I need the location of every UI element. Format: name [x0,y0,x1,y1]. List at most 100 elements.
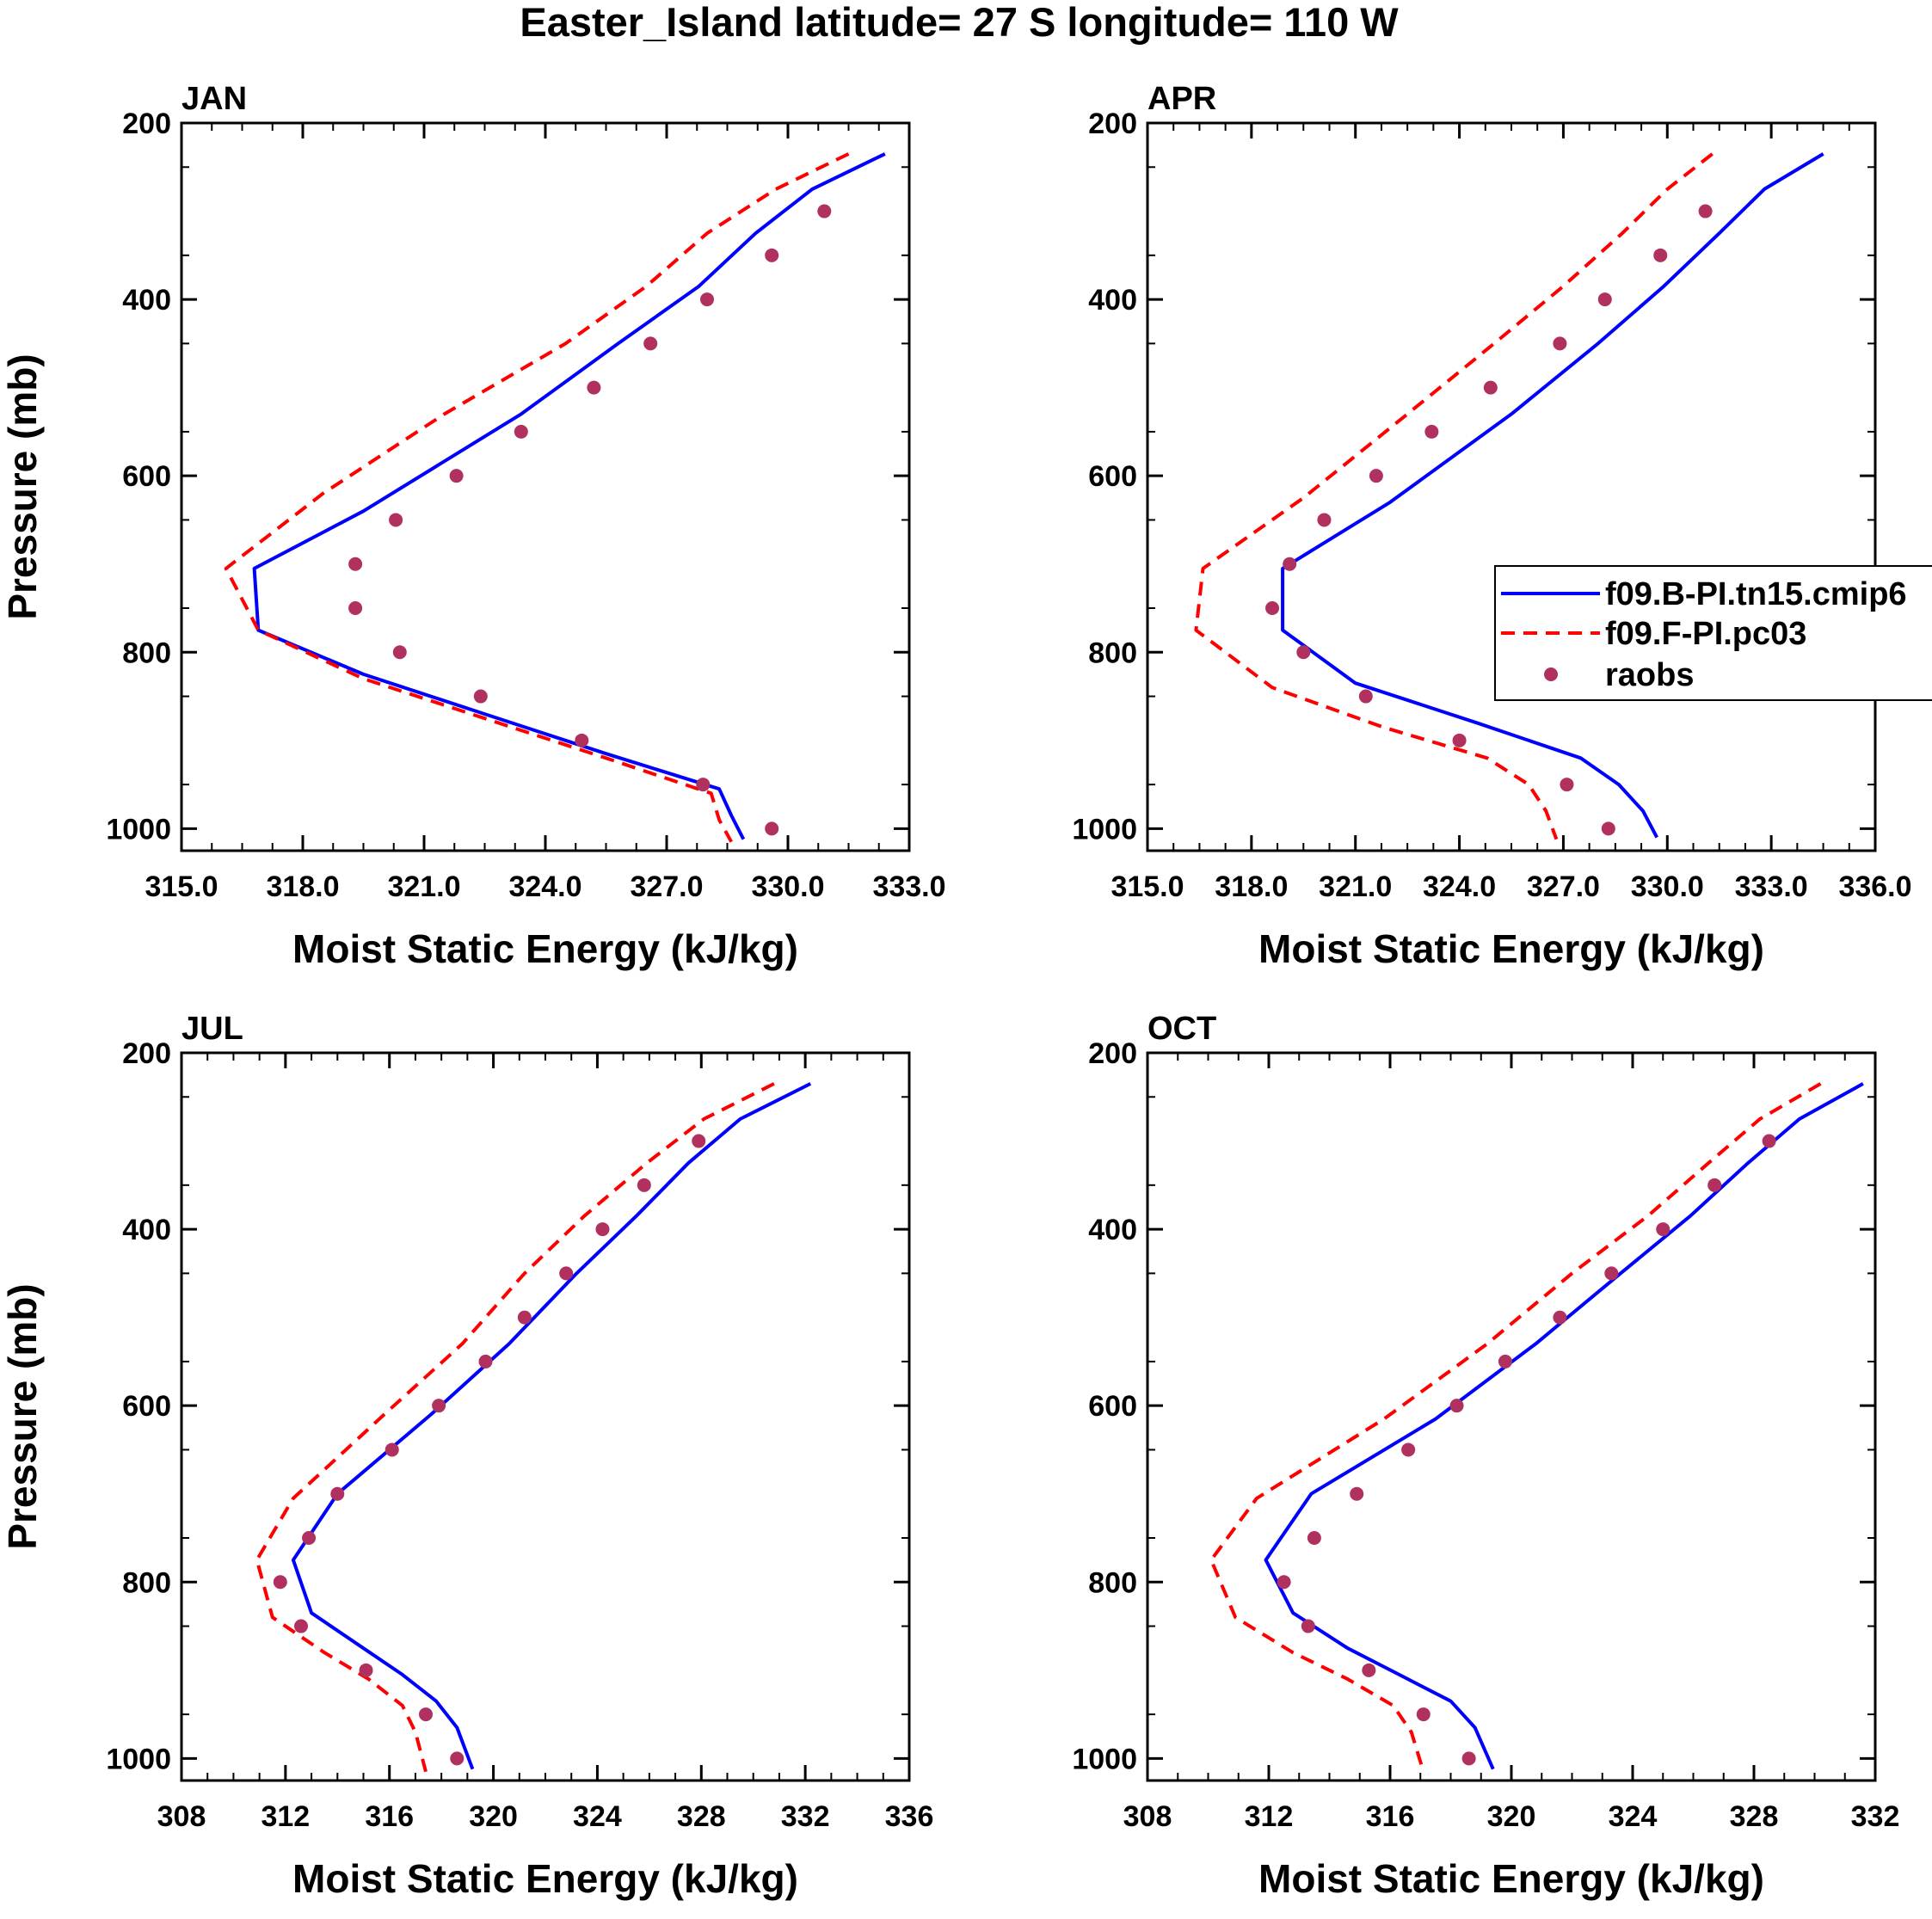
y-tick-label: 400 [122,1214,171,1246]
raobs-point [273,1575,287,1590]
x-tick-label: 333.0 [1735,870,1808,903]
raobs-point [1277,1575,1291,1590]
y-tick-label: 400 [1088,284,1137,317]
raobs-point [1483,380,1498,395]
raobs-point [1597,292,1612,307]
raobs-point [637,1178,651,1192]
series-line-model-f-oct [1209,1082,1822,1773]
panel-apr: APR 315.0 318.0 321.0 324.0 327.0 330.0 333.0 33… [1072,81,1911,971]
series-line-model-b-oct [1264,1082,1864,1770]
x-axis-label: Moist Static Energy (kJ/kg) [1258,926,1764,971]
raobs-point [1369,469,1383,483]
raobs-point [817,204,832,218]
raobs-point [1358,689,1373,704]
y-tick-label: 800 [1088,637,1137,669]
x-tick-label: 328 [1730,1800,1779,1833]
panel-jan: JAN 315.0 318.0 321.0 324.0 327.0 330.0 333.0 20… [0,81,946,971]
x-tick-label: 330.0 [751,870,824,903]
panel-jul: JUL 308 312 316 320 324 328 332 336 200 400 600 800 1… [0,1011,933,1901]
raobs-point [1653,248,1668,262]
raobs-point [692,1134,706,1148]
raobs-point [1424,424,1439,439]
series-line-model-b-apr [1281,152,1824,839]
y-tick-label: 400 [1088,1214,1137,1246]
x-tick-label: 330.0 [1631,870,1704,903]
plot-frame-jul [180,1051,911,1782]
raobs-point [359,1663,373,1677]
x-tick-label: 321.0 [1319,870,1392,903]
x-tick-label: 316 [1366,1800,1415,1833]
legend: f09.B-PI.tn15.cmip6 f09.F-PI.pc03 raobs [1494,565,1932,701]
legend-label-model-b: f09.B-PI.tn15.cmip6 [1605,576,1907,612]
raobs-point [559,1266,574,1281]
raobs-point [1301,1619,1315,1633]
y-tick-label: 400 [122,284,171,317]
series-line-model-f-apr [1194,152,1714,840]
x-tick-label: 336.0 [1838,870,1911,903]
legend-label-raobs: raobs [1605,657,1694,693]
raobs-point [449,469,464,483]
panel-title-oct: OCT [1148,1011,1216,1047]
y-tick-label: 1000 [106,813,171,846]
x-tick-label: 324 [1609,1800,1658,1833]
legend-label-model-f: f09.F-PI.pc03 [1605,616,1806,652]
x-tick-label: 308 [157,1800,206,1833]
raobs-point [1601,821,1615,836]
y-tick-label: 200 [122,1037,171,1070]
series-line-model-f-jan [224,152,850,843]
legend-box [1494,565,1932,701]
y-axis-label: Pressure (mb) [0,1283,45,1549]
raobs-point [1762,1134,1776,1148]
y-tick-label: 800 [122,637,171,669]
plot-frame-apr [1146,121,1877,852]
y-tick-label: 1000 [106,1743,171,1775]
raobs-point [575,733,589,747]
series-line-model-f-jul [255,1082,775,1773]
raobs-point [1317,513,1332,527]
y-tick-label: 1000 [1072,813,1137,846]
x-tick-label: 332 [1851,1800,1900,1833]
raobs-point [1698,204,1713,218]
y-tick-label: 200 [1088,108,1137,140]
x-tick-label: 327.0 [630,870,703,903]
x-tick-label: 332 [781,1800,830,1833]
y-tick-label: 600 [1088,1390,1137,1423]
x-tick-label: 324 [573,1800,622,1833]
panel-title-apr: APR [1148,81,1216,117]
x-tick-label: 320 [1487,1800,1536,1833]
x-axis-label: Moist Static Energy (kJ/kg) [292,926,798,971]
raobs-point [587,380,601,395]
raobs-point [1553,336,1567,351]
y-tick-label: 200 [122,108,171,140]
raobs-point [643,336,658,351]
raobs-point [1362,1663,1376,1677]
panel-oct: OCT 308 312 316 320 324 328 332 200 400 600 800 1000… [1072,1011,1899,1901]
y-tick-label: 200 [1088,1037,1137,1070]
raobs-point [302,1531,317,1545]
y-tick-label: 600 [122,460,171,493]
legend-marker-raobs [1544,667,1558,681]
raobs-point [1296,645,1311,660]
raobs-point [514,424,528,439]
x-tick-label: 318.0 [266,870,339,903]
raobs-point [450,1751,465,1766]
x-tick-label: 312 [1245,1800,1294,1833]
x-tick-label: 312 [261,1800,310,1833]
raobs-point [517,1310,532,1325]
raobs-point [1656,1222,1671,1237]
x-tick-label: 318.0 [1215,870,1288,903]
plot-frame-jan [180,121,911,852]
raobs-point [432,1399,446,1413]
x-tick-label: 336 [885,1800,934,1833]
x-axis-label: Moist Static Energy (kJ/kg) [1258,1856,1764,1901]
panel-title-jan: JAN [182,81,247,117]
raobs-point [765,821,779,836]
raobs-point [348,601,363,615]
x-tick-label: 333.0 [872,870,945,903]
raobs-point [1350,1486,1364,1501]
raobs-point [389,513,403,527]
raobs-point [1449,1399,1464,1413]
raobs-point [348,557,363,571]
figure-title: Easter_Island latitude= 27 S longitude= … [520,0,1399,45]
